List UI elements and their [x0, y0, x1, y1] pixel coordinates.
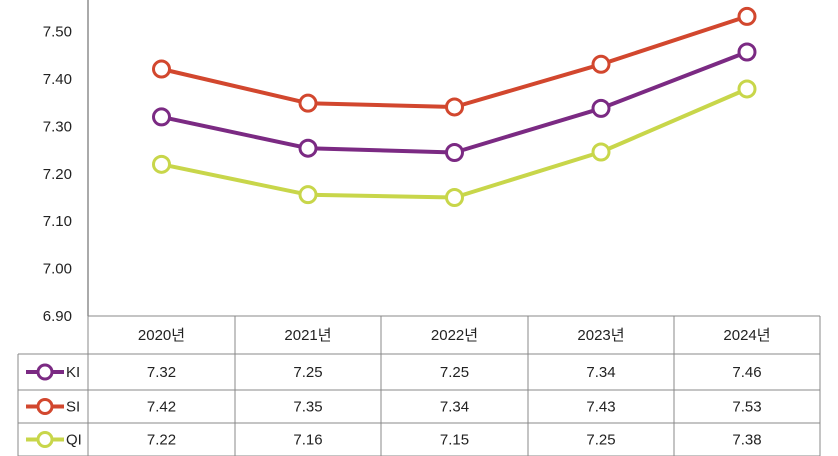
table-cell-value: 7.32 — [147, 364, 176, 381]
data-point-si — [445, 97, 464, 117]
table-cell-value: 7.38 — [732, 432, 761, 449]
data-point-qi — [737, 79, 757, 99]
data-point-si — [737, 6, 757, 26]
table-cell-value: 7.25 — [586, 432, 615, 449]
category-label: 2021년 — [284, 327, 331, 344]
legend-marker-si — [36, 398, 54, 415]
table-cell-value: 7.35 — [293, 399, 322, 416]
data-point-ki — [298, 138, 318, 158]
series-label-si: SI — [66, 399, 80, 416]
data-point-si — [591, 54, 611, 74]
table-cell-value: 7.43 — [586, 399, 615, 416]
legend-marker-ki — [36, 363, 54, 381]
legend-marker-qi — [36, 431, 54, 448]
table-cell-value: 7.22 — [147, 432, 176, 449]
table-cell-value: 7.15 — [440, 432, 469, 449]
table-cell-value: 7.42 — [147, 399, 176, 416]
y-tick-label: 7.00 — [43, 261, 72, 278]
category-label: 2022년 — [431, 327, 478, 344]
axis-layer: 6.90 7.00 7.10 7.20 7.30 7.40 7.50 — [43, 0, 89, 325]
series-line-si — [161, 14, 748, 109]
y-tick-label: 6.90 — [43, 308, 72, 325]
category-label: 2024년 — [723, 327, 770, 344]
series-label-ki: KI — [66, 364, 80, 381]
data-point-ki — [591, 98, 611, 118]
table-cell-value: 7.46 — [732, 364, 761, 381]
data-point-ki — [737, 42, 757, 62]
y-tick-label: 7.30 — [43, 118, 72, 135]
data-point-qi — [591, 142, 611, 162]
table-cell-value: 7.53 — [732, 399, 761, 416]
y-tick-label: 7.20 — [43, 166, 72, 183]
y-tick-label: 7.40 — [43, 71, 72, 88]
category-label: 2023년 — [577, 327, 624, 344]
data-point-qi — [445, 188, 464, 207]
series-layer — [152, 6, 757, 207]
data-point-ki — [152, 107, 171, 127]
data-point-qi — [152, 154, 171, 174]
y-tick-label: 7.10 — [43, 213, 72, 230]
series-label-qi: QI — [66, 432, 82, 449]
table-cell-value: 7.16 — [293, 432, 322, 449]
data-point-si — [152, 59, 171, 79]
data-point-qi — [298, 185, 318, 205]
data-point-si — [298, 93, 318, 113]
category-label: 2020년 — [138, 327, 185, 344]
data-table: 2020년 2021년 2022년 2023년 2024년 KI 7.32 7.25 7.25 7… — [17, 315, 821, 456]
table-cell-value: 7.25 — [293, 364, 322, 381]
table-cell-value: 7.34 — [440, 399, 469, 416]
y-tick-label: 7.50 — [43, 24, 72, 41]
data-point-ki — [445, 142, 464, 162]
table-cell-value: 7.34 — [586, 364, 615, 381]
table-cell-value: 7.25 — [440, 364, 469, 381]
